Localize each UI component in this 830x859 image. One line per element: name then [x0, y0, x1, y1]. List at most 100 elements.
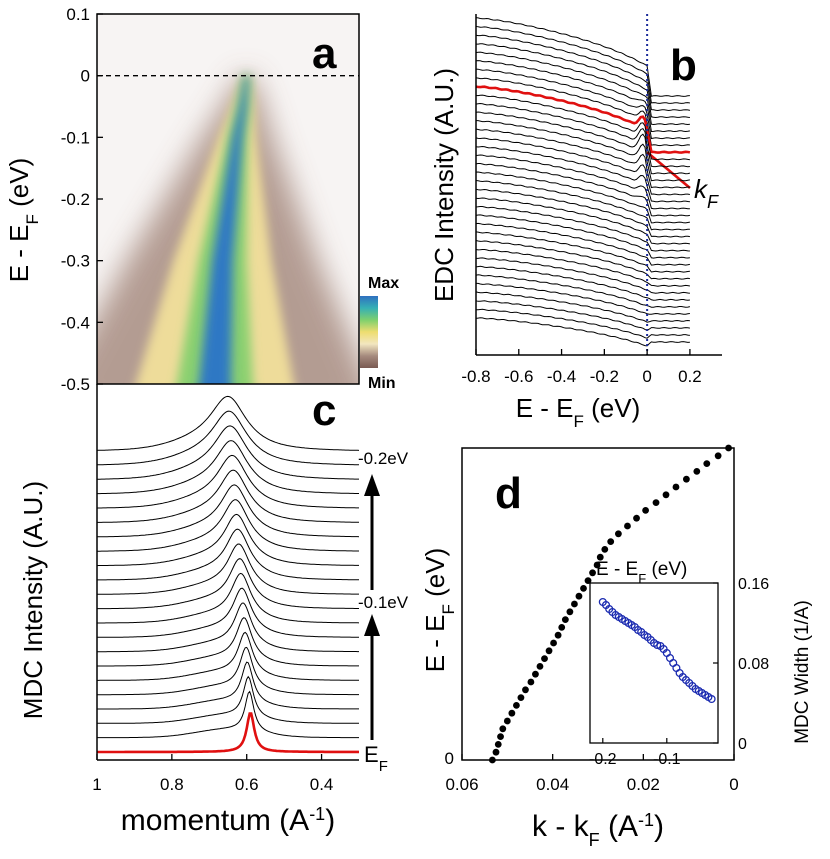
panel-c-xlabel: momentum (A — [121, 804, 309, 837]
dispersion-point — [536, 663, 544, 670]
edc-curve — [475, 34, 691, 112]
edc-curve — [476, 257, 690, 294]
panel-d-xlabel: k - k — [532, 810, 590, 843]
dispersion-point — [703, 460, 711, 467]
edc-curve — [475, 180, 690, 231]
inset-x-tick-label: -0.1 — [653, 751, 681, 768]
panel-c-x-axis-title: momentum (A-1) — [121, 804, 335, 837]
edc-curve — [475, 240, 690, 280]
inset-title-text: E - E — [596, 559, 638, 580]
edc-curve — [475, 317, 690, 347]
panel-a-ylabel-unit: (eV) — [4, 158, 34, 207]
dispersion-point — [517, 694, 525, 701]
inset-width-point — [707, 694, 716, 704]
panel-d-y-axis-title: E - EF (eV) — [420, 548, 458, 673]
dispersion-point — [532, 670, 539, 678]
edc-curve — [475, 171, 690, 224]
panel-d-xlabel-close: ) — [654, 810, 664, 843]
dispersion-point — [652, 499, 660, 506]
inset-y-tick-label: 0 — [738, 736, 747, 753]
edc-curve — [475, 214, 690, 259]
dispersion-point — [642, 507, 649, 514]
panel-d-x-tick-label: 0.06 — [445, 775, 478, 794]
inset-points — [598, 597, 716, 704]
edc-curve — [475, 300, 690, 331]
edc-curve — [476, 43, 690, 119]
dispersion-point — [492, 748, 500, 756]
mdc-curve — [97, 661, 359, 710]
panel-a-y-tick-label: -0.4 — [61, 313, 90, 332]
energy-label-bottom: EF — [364, 742, 388, 775]
dispersion-point — [503, 717, 511, 725]
dispersion-point — [596, 553, 604, 561]
panel-b-x-tick-label: -0.4 — [547, 367, 576, 386]
panel-c-x-tick-label: 1 — [92, 775, 101, 794]
panel-b-y-axis-title: EDC Intensity (A.U.) — [429, 68, 459, 302]
panel-b-kf-sub: F — [707, 192, 719, 212]
panel-a-ylabel: E - E — [4, 224, 34, 282]
inset-frame — [589, 582, 719, 744]
dispersion-point — [593, 561, 601, 569]
dispersion-point — [575, 592, 583, 600]
edc-curve — [475, 51, 690, 126]
panel-d-frame — [461, 447, 735, 761]
edc-curve — [475, 111, 691, 175]
dispersion-point — [508, 709, 516, 717]
panel-b-x-tick-label: -0.8 — [461, 367, 490, 386]
panel-d: 0.06 0.04 0.02 00 d E - EF (eV) k - kF (A-1… — [420, 444, 813, 850]
panel-a-ylabel-sub: F — [23, 214, 42, 224]
edc-curve — [475, 206, 690, 252]
mdc-curve — [97, 572, 360, 624]
edc-curve — [475, 102, 690, 168]
dispersion-point — [527, 678, 535, 686]
panel-a-y-ticks: 0.1 0 -0.1 -0.2 -0.3 -0.4 -0.5 — [61, 5, 103, 394]
edc-curve — [475, 94, 690, 161]
panel-a: 0.1 0 -0.1 -0.2 -0.3 -0.4 -0.5 a E - EF (eV) M… — [4, 5, 399, 394]
panel-c-xlabel-sup: -1 — [309, 804, 325, 824]
panel-a-y-tick-label: -0.5 — [61, 375, 90, 394]
edc-curve-kf — [475, 85, 691, 154]
edc-kf-leader — [646, 151, 691, 189]
edc-curve — [475, 25, 690, 104]
dispersion-point — [571, 600, 578, 608]
edc-curve — [476, 282, 690, 315]
inset-y-tick-label: 0.16 — [738, 576, 769, 593]
panel-a-y-tick-label: -0.3 — [61, 252, 90, 271]
energy-label-ef: E — [364, 742, 379, 767]
edc-curve — [475, 68, 690, 140]
panel-d-inset: -0.2 -0.1 0.16 0.08 0 E - EF (eV) MDC Width … — [589, 559, 813, 768]
dispersion-point — [662, 491, 670, 499]
panel-d-ylabel-sub: F — [439, 604, 458, 614]
panel-b-edc-curves — [475, 17, 691, 347]
inset-y-tick-label: 0.08 — [738, 656, 769, 673]
dispersion-point — [561, 616, 569, 623]
dispersion-point — [545, 647, 553, 655]
panel-d-x-axis-title: k - kF (A-1) — [532, 810, 664, 850]
edc-curve — [475, 231, 690, 273]
panel-d-y-tick-label: 0 — [445, 749, 454, 768]
mdc-curve — [97, 425, 359, 480]
panel-a-y-tick-label: 0.1 — [66, 5, 90, 24]
panel-a-y-axis-title: E - EF (eV) — [4, 158, 42, 283]
energy-label-top: -0.2eV — [358, 449, 409, 468]
panel-b-xlabel: E - E — [516, 393, 574, 423]
panel-letter-c: c — [312, 386, 336, 435]
mdc-curve — [97, 675, 359, 724]
dispersion-point — [672, 483, 680, 491]
inset-y-axis-title: MDC Width (1/A) — [792, 600, 813, 744]
mdc-curve — [97, 690, 359, 739]
panel-d-x-tick-label: 0.04 — [536, 775, 569, 794]
panel-letter-a: a — [312, 29, 337, 78]
panel-a-y-tick-label: -0.2 — [61, 190, 90, 209]
dispersion-point — [499, 725, 507, 733]
edc-curve — [475, 154, 690, 210]
panel-b-x-tick-label: -0.2 — [590, 367, 619, 386]
dispersion-point — [558, 624, 566, 631]
panel-d-ticks: 0.06 0.04 0.02 0 0 — [445, 749, 739, 794]
panel-b-x-ticks: -0.8 -0.6 -0.4 -0.2 0 0.2 — [461, 349, 702, 386]
dispersion-point — [580, 585, 587, 592]
panel-d-xlabel-sup: -1 — [638, 810, 654, 830]
panel-b-xlabel-sub: F — [574, 412, 584, 431]
dispersion-point — [683, 475, 690, 483]
mdc-curve — [97, 499, 359, 552]
